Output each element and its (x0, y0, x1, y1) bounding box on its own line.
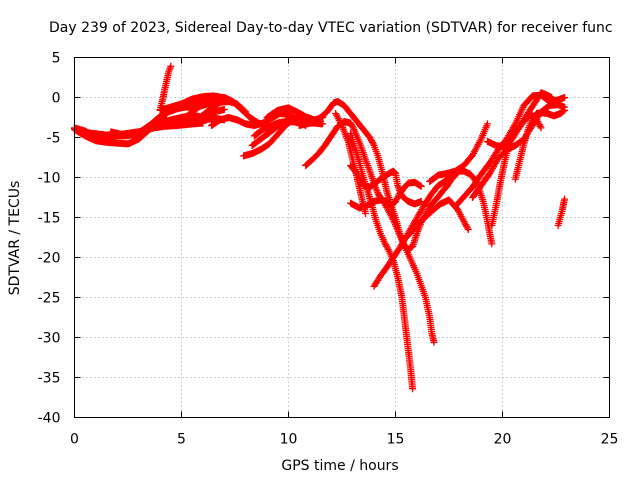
x-axis-label: GPS time / hours (281, 458, 398, 474)
series-pass-20 (347, 162, 425, 208)
series-pass-30 (554, 195, 569, 229)
data-marks (71, 62, 569, 393)
series-pass-21 (347, 178, 425, 212)
y-tick-label: 5 (52, 51, 61, 67)
y-tick-label: 0 (52, 91, 61, 107)
y-tick-label: -10 (38, 171, 61, 187)
chart-title: Day 239 of 2023, Sidereal Day-to-day VTE… (49, 20, 613, 36)
y-tick-label: -30 (38, 331, 61, 347)
y-tick-label: -25 (38, 291, 61, 307)
plus-markers (554, 195, 569, 229)
series-pass-29 (511, 106, 569, 183)
axis-ticks: 0 5 10 15 20 25 5 0 -5 -10 -15 -20 -25 -30 -35 -40 (38, 51, 619, 448)
x-tick-label: 20 (494, 432, 512, 448)
x-tick-label: 0 (70, 432, 79, 448)
y-tick-label: -15 (38, 211, 61, 227)
y-tick-label: -20 (38, 251, 61, 267)
plot-frame (74, 57, 610, 418)
plus-markers (347, 162, 425, 208)
series-pass-10 (190, 98, 250, 125)
y-tick-label: -35 (38, 371, 61, 387)
plus-markers (190, 98, 250, 125)
y-axis-label: SDTVAR / TECUs (7, 181, 23, 296)
y-tick-label: -40 (38, 411, 61, 427)
x-tick-label: 5 (177, 432, 186, 448)
plus-markers (347, 178, 425, 212)
x-tick-label: 15 (387, 432, 405, 448)
plus-markers (511, 106, 569, 183)
x-tick-label: 10 (280, 432, 298, 448)
plus-markers (426, 120, 491, 185)
x-tick-label: 25 (601, 432, 619, 448)
series-pass-24 (426, 120, 491, 185)
y-tick-label: -5 (47, 131, 61, 147)
